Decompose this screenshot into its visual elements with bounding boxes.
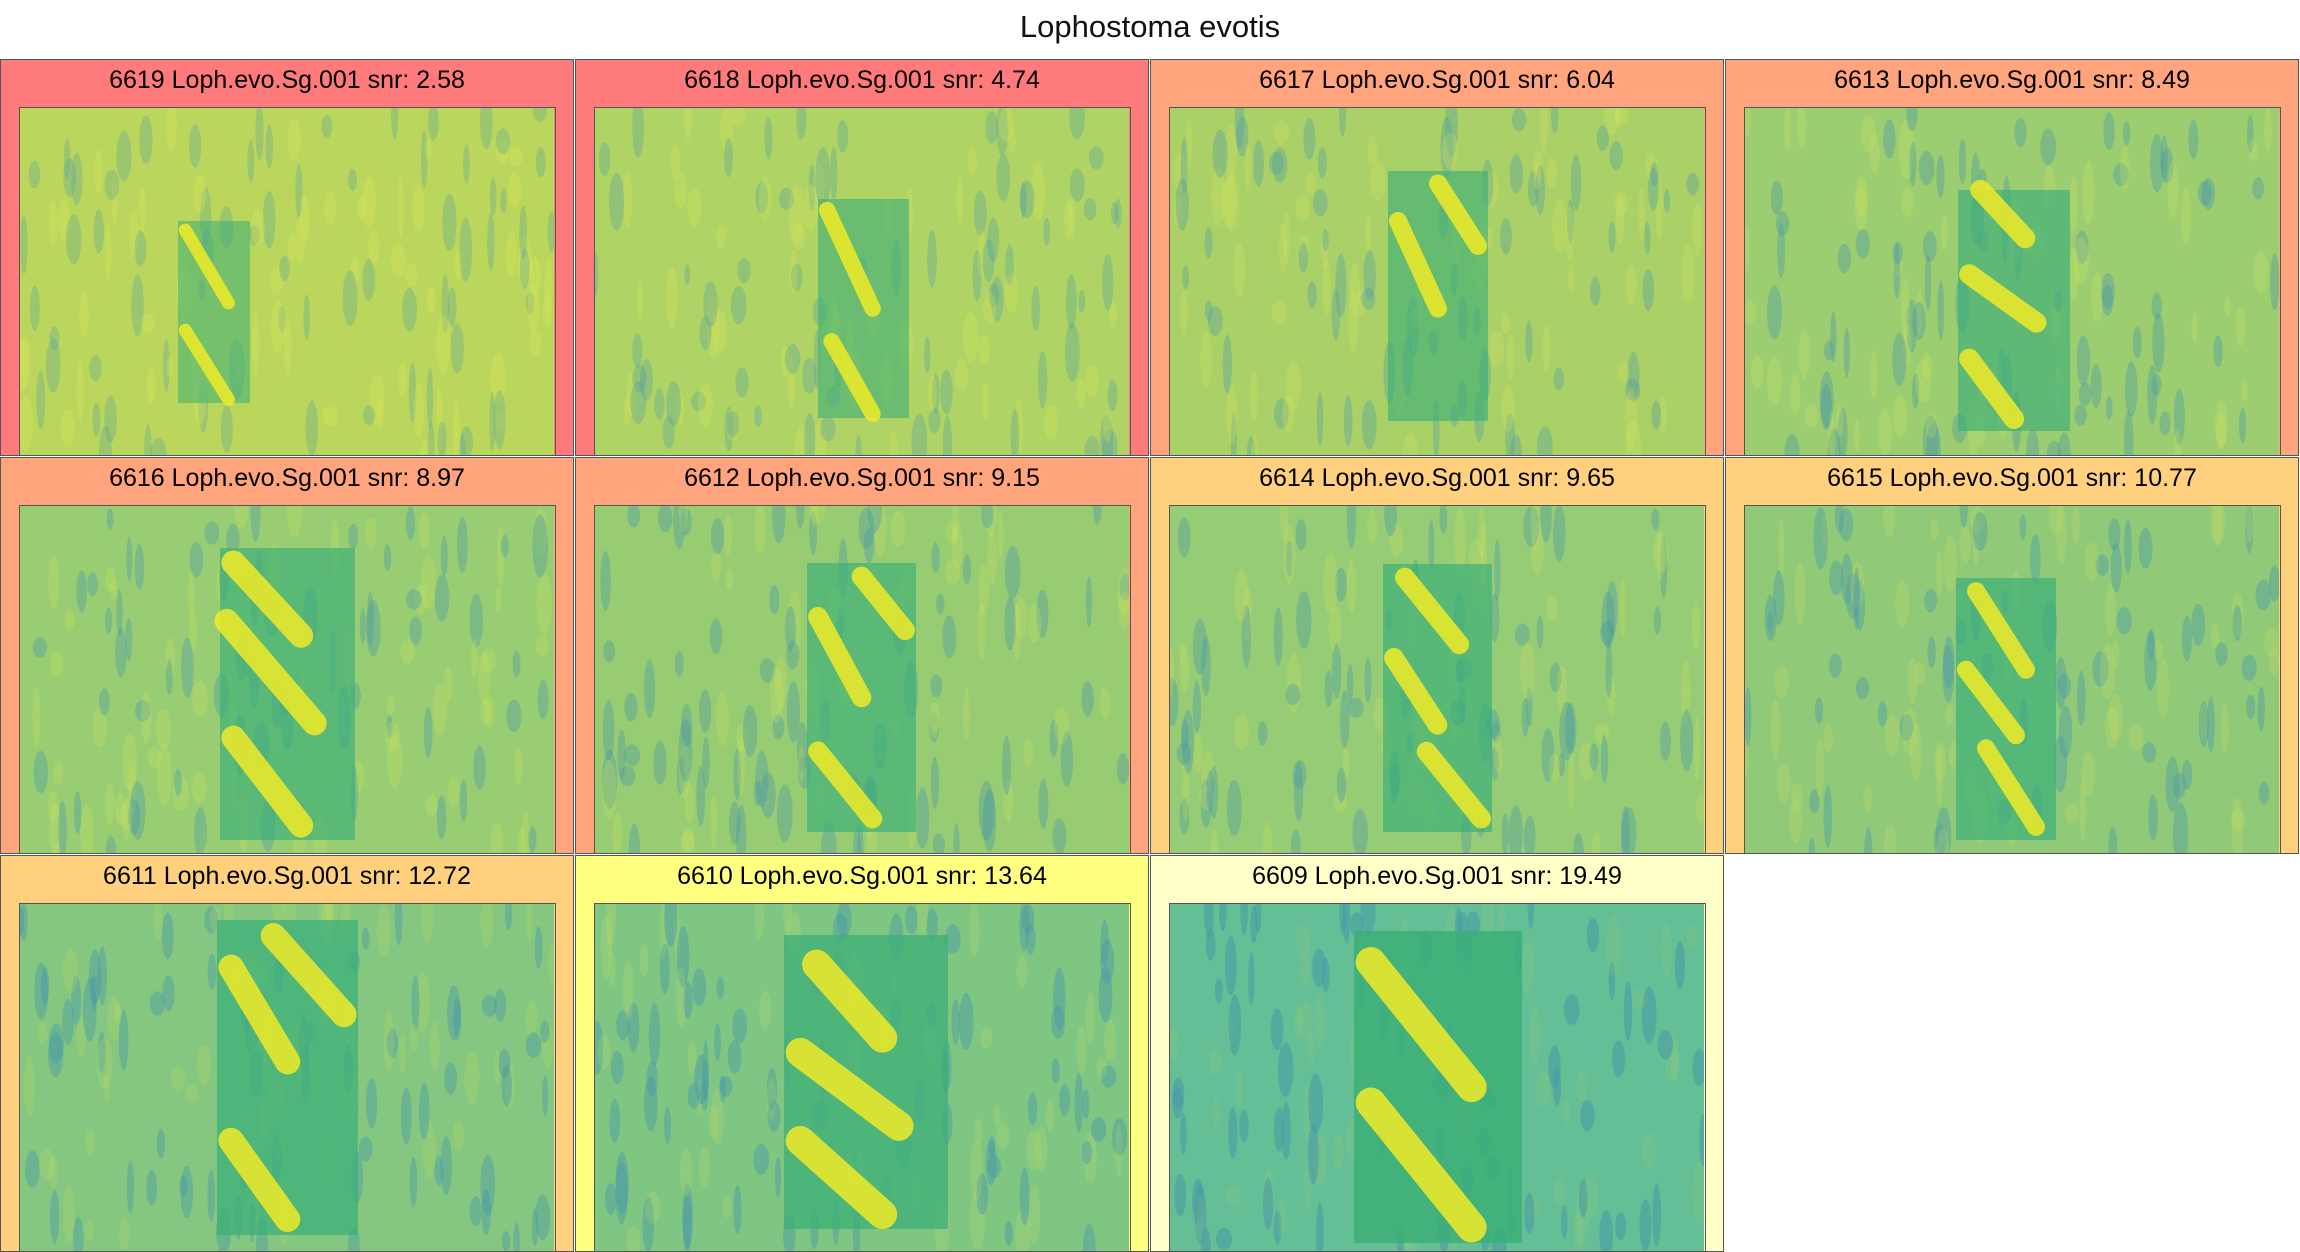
spectrogram-panel: 6617 Loph.evo.Sg.001 snr: 6.04 xyxy=(1150,59,1724,456)
spectrogram-image xyxy=(1169,903,1706,1252)
spectrogram-image xyxy=(594,505,1131,854)
spectrogram-panel: 6615 Loph.evo.Sg.001 snr: 10.77 xyxy=(1725,457,2299,854)
panel-label: 6612 Loph.evo.Sg.001 snr: 9.15 xyxy=(576,458,1148,500)
panel-label: 6614 Loph.evo.Sg.001 snr: 9.65 xyxy=(1151,458,1723,500)
spectrogram-panel: 6614 Loph.evo.Sg.001 snr: 9.65 xyxy=(1150,457,1724,854)
spectrogram-panel: 6611 Loph.evo.Sg.001 snr: 12.72 xyxy=(0,855,574,1252)
spectrogram-image xyxy=(594,903,1131,1252)
spectrogram-panel: 6609 Loph.evo.Sg.001 snr: 19.49 xyxy=(1150,855,1724,1252)
spectrogram-image xyxy=(19,505,556,854)
spectrogram-panel: 6613 Loph.evo.Sg.001 snr: 8.49 xyxy=(1725,59,2299,456)
spectrogram-panel: 6616 Loph.evo.Sg.001 snr: 8.97 xyxy=(0,457,574,854)
panel-label: 6617 Loph.evo.Sg.001 snr: 6.04 xyxy=(1151,60,1723,102)
spectrogram-image xyxy=(594,107,1131,456)
panel-label: 6619 Loph.evo.Sg.001 snr: 2.58 xyxy=(1,60,573,102)
spectrogram-panel: 6612 Loph.evo.Sg.001 snr: 9.15 xyxy=(575,457,1149,854)
spectrogram-image xyxy=(19,903,556,1252)
panel-label: 6613 Loph.evo.Sg.001 snr: 8.49 xyxy=(1726,60,2298,102)
spectrogram-panel: 6618 Loph.evo.Sg.001 snr: 4.74 xyxy=(575,59,1149,456)
panel-label: 6610 Loph.evo.Sg.001 snr: 13.64 xyxy=(576,856,1148,898)
spectrogram-grid: 6619 Loph.evo.Sg.001 snr: 2.58 6618 Loph… xyxy=(0,59,2300,1250)
panel-label: 6618 Loph.evo.Sg.001 snr: 4.74 xyxy=(576,60,1148,102)
spectrogram-image xyxy=(1169,505,1706,854)
spectrogram-panel: 6610 Loph.evo.Sg.001 snr: 13.64 xyxy=(575,855,1149,1252)
panel-label: 6615 Loph.evo.Sg.001 snr: 10.77 xyxy=(1726,458,2298,500)
page-title: Lophostoma evotis xyxy=(0,0,2300,58)
panel-label: 6611 Loph.evo.Sg.001 snr: 12.72 xyxy=(1,856,573,898)
spectrogram-image xyxy=(1744,505,2281,854)
spectrogram-panel: 6619 Loph.evo.Sg.001 snr: 2.58 xyxy=(0,59,574,456)
spectrogram-image xyxy=(1744,107,2281,456)
spectrogram-image xyxy=(19,107,556,456)
panel-label: 6616 Loph.evo.Sg.001 snr: 8.97 xyxy=(1,458,573,500)
panel-label: 6609 Loph.evo.Sg.001 snr: 19.49 xyxy=(1151,856,1723,898)
spectrogram-image xyxy=(1169,107,1706,456)
